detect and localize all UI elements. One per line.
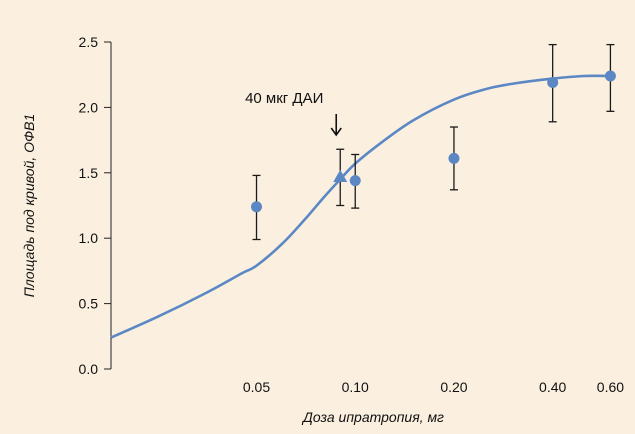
y-axis-title: Площадь под кривой, ОФВ1	[21, 114, 37, 297]
data-point	[448, 152, 460, 164]
data-point-triangle	[333, 169, 348, 182]
x-axis-ticks: 0.05 0.10 0.20 0.40 0.60	[243, 379, 624, 395]
data-point	[547, 77, 559, 89]
x-tick-label: 0.05	[243, 379, 270, 395]
data-point	[251, 201, 263, 213]
x-tick-label: 0.60	[597, 379, 624, 395]
fit-curve	[110, 74, 611, 339]
y-tick-label: 2.0	[79, 99, 99, 115]
x-tick-label: 0.40	[539, 379, 566, 395]
y-tick-label: 2.5	[79, 34, 99, 50]
data-point	[349, 175, 361, 187]
y-tick-label: 0.0	[79, 361, 99, 377]
y-tick-label: 0.5	[79, 296, 99, 312]
data-point	[604, 70, 616, 82]
y-axis-ticks: 0.0 0.5 1.0 1.5 2.0 2.5	[79, 34, 111, 377]
error-bars	[252, 43, 615, 241]
annotation-label: 40 мкг ДАИ	[245, 90, 323, 107]
annotation: 40 мкг ДАИ	[245, 90, 342, 137]
y-tick-label: 1.5	[79, 165, 99, 181]
y-tick-label: 1.0	[79, 230, 99, 246]
annotation-arrow	[330, 114, 342, 137]
x-tick-label: 0.10	[342, 379, 369, 395]
x-axis-title: Доза ипратропия, мг	[301, 409, 444, 425]
x-tick-label: 0.20	[440, 379, 467, 395]
data-markers	[251, 70, 616, 213]
